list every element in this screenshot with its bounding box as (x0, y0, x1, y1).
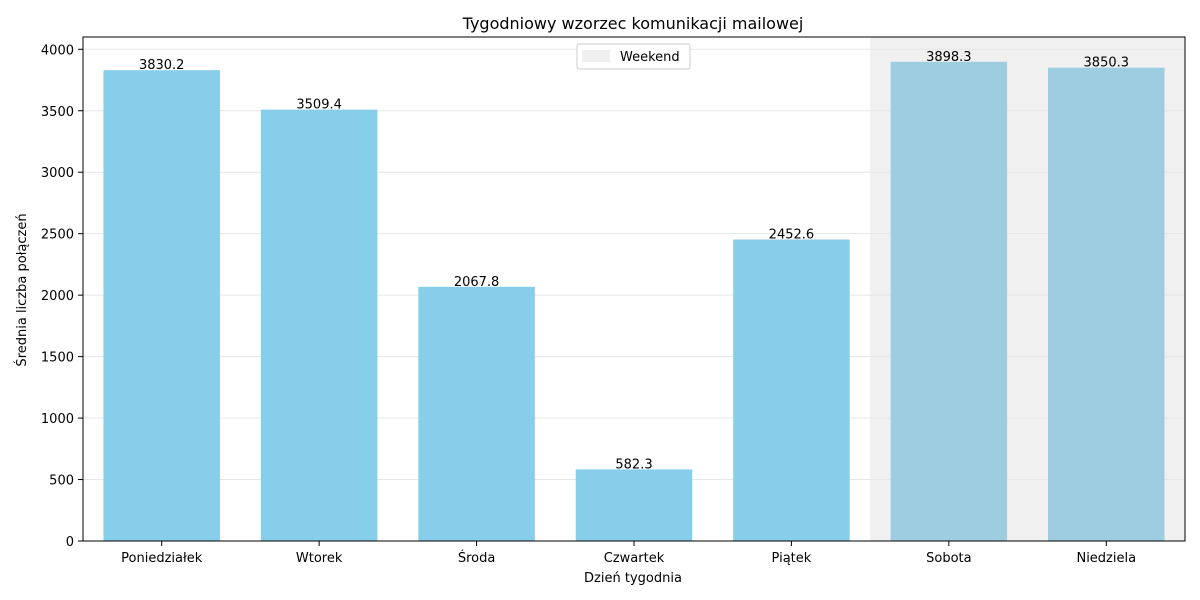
value-label-3: 2067.8 (454, 275, 500, 290)
bars (103, 61, 1165, 542)
chart-title: Tygodniowy wzorzec komunikacji mailowej (462, 14, 804, 33)
y-tick-label: 2000 (41, 289, 74, 304)
value-label-7: 3850.3 (1084, 56, 1130, 71)
x-tick-label: Sobota (926, 551, 971, 566)
value-label-6: 3898.3 (926, 50, 972, 65)
bar-6 (890, 61, 1008, 541)
legend-swatch-weekend (582, 50, 610, 62)
y-tick-label: 4000 (41, 43, 74, 58)
legend-label-weekend: Weekend (620, 50, 680, 65)
bar-4 (575, 469, 693, 541)
bar-2 (260, 109, 378, 541)
x-axis-title: Dzień tygodnia (584, 571, 682, 586)
x-axis-ticks: Poniedziałek Wtorek Środa Czwartek Piątek Sob… (121, 541, 1136, 566)
bar-7 (1048, 67, 1165, 542)
x-tick-label: Poniedziałek (121, 551, 203, 566)
x-tick-label: Środa (458, 550, 495, 566)
value-labels: 3830.2 3509.4 2067.8 582.3 2452.6 3898.3 3850.… (139, 50, 1129, 473)
y-tick-label: 0 (66, 535, 74, 550)
value-label-1: 3830.2 (139, 58, 185, 73)
x-tick-label: Wtorek (296, 551, 343, 566)
y-axis-title: Średnia liczba połączeń (14, 213, 30, 366)
y-tick-label: 3000 (41, 166, 74, 181)
value-label-2: 3509.4 (296, 98, 342, 113)
y-tick-label: 2500 (41, 228, 74, 243)
value-label-5: 2452.6 (769, 228, 815, 243)
value-label-4: 582.3 (615, 457, 652, 472)
bar-3 (418, 286, 535, 541)
y-tick-label: 500 (49, 474, 74, 489)
x-tick-label: Czwartek (604, 551, 665, 566)
y-tick-label: 1500 (41, 351, 74, 366)
x-tick-label: Piątek (772, 551, 812, 566)
legend: Weekend (576, 43, 691, 70)
y-tick-label: 3500 (41, 105, 74, 120)
y-axis-ticks: 0 500 1000 1500 2000 2500 3000 3500 4000 (41, 43, 83, 550)
bar-1 (103, 70, 220, 542)
bar-5 (733, 239, 850, 542)
y-tick-label: 1000 (41, 412, 74, 427)
x-tick-label: Niedziela (1076, 551, 1136, 566)
